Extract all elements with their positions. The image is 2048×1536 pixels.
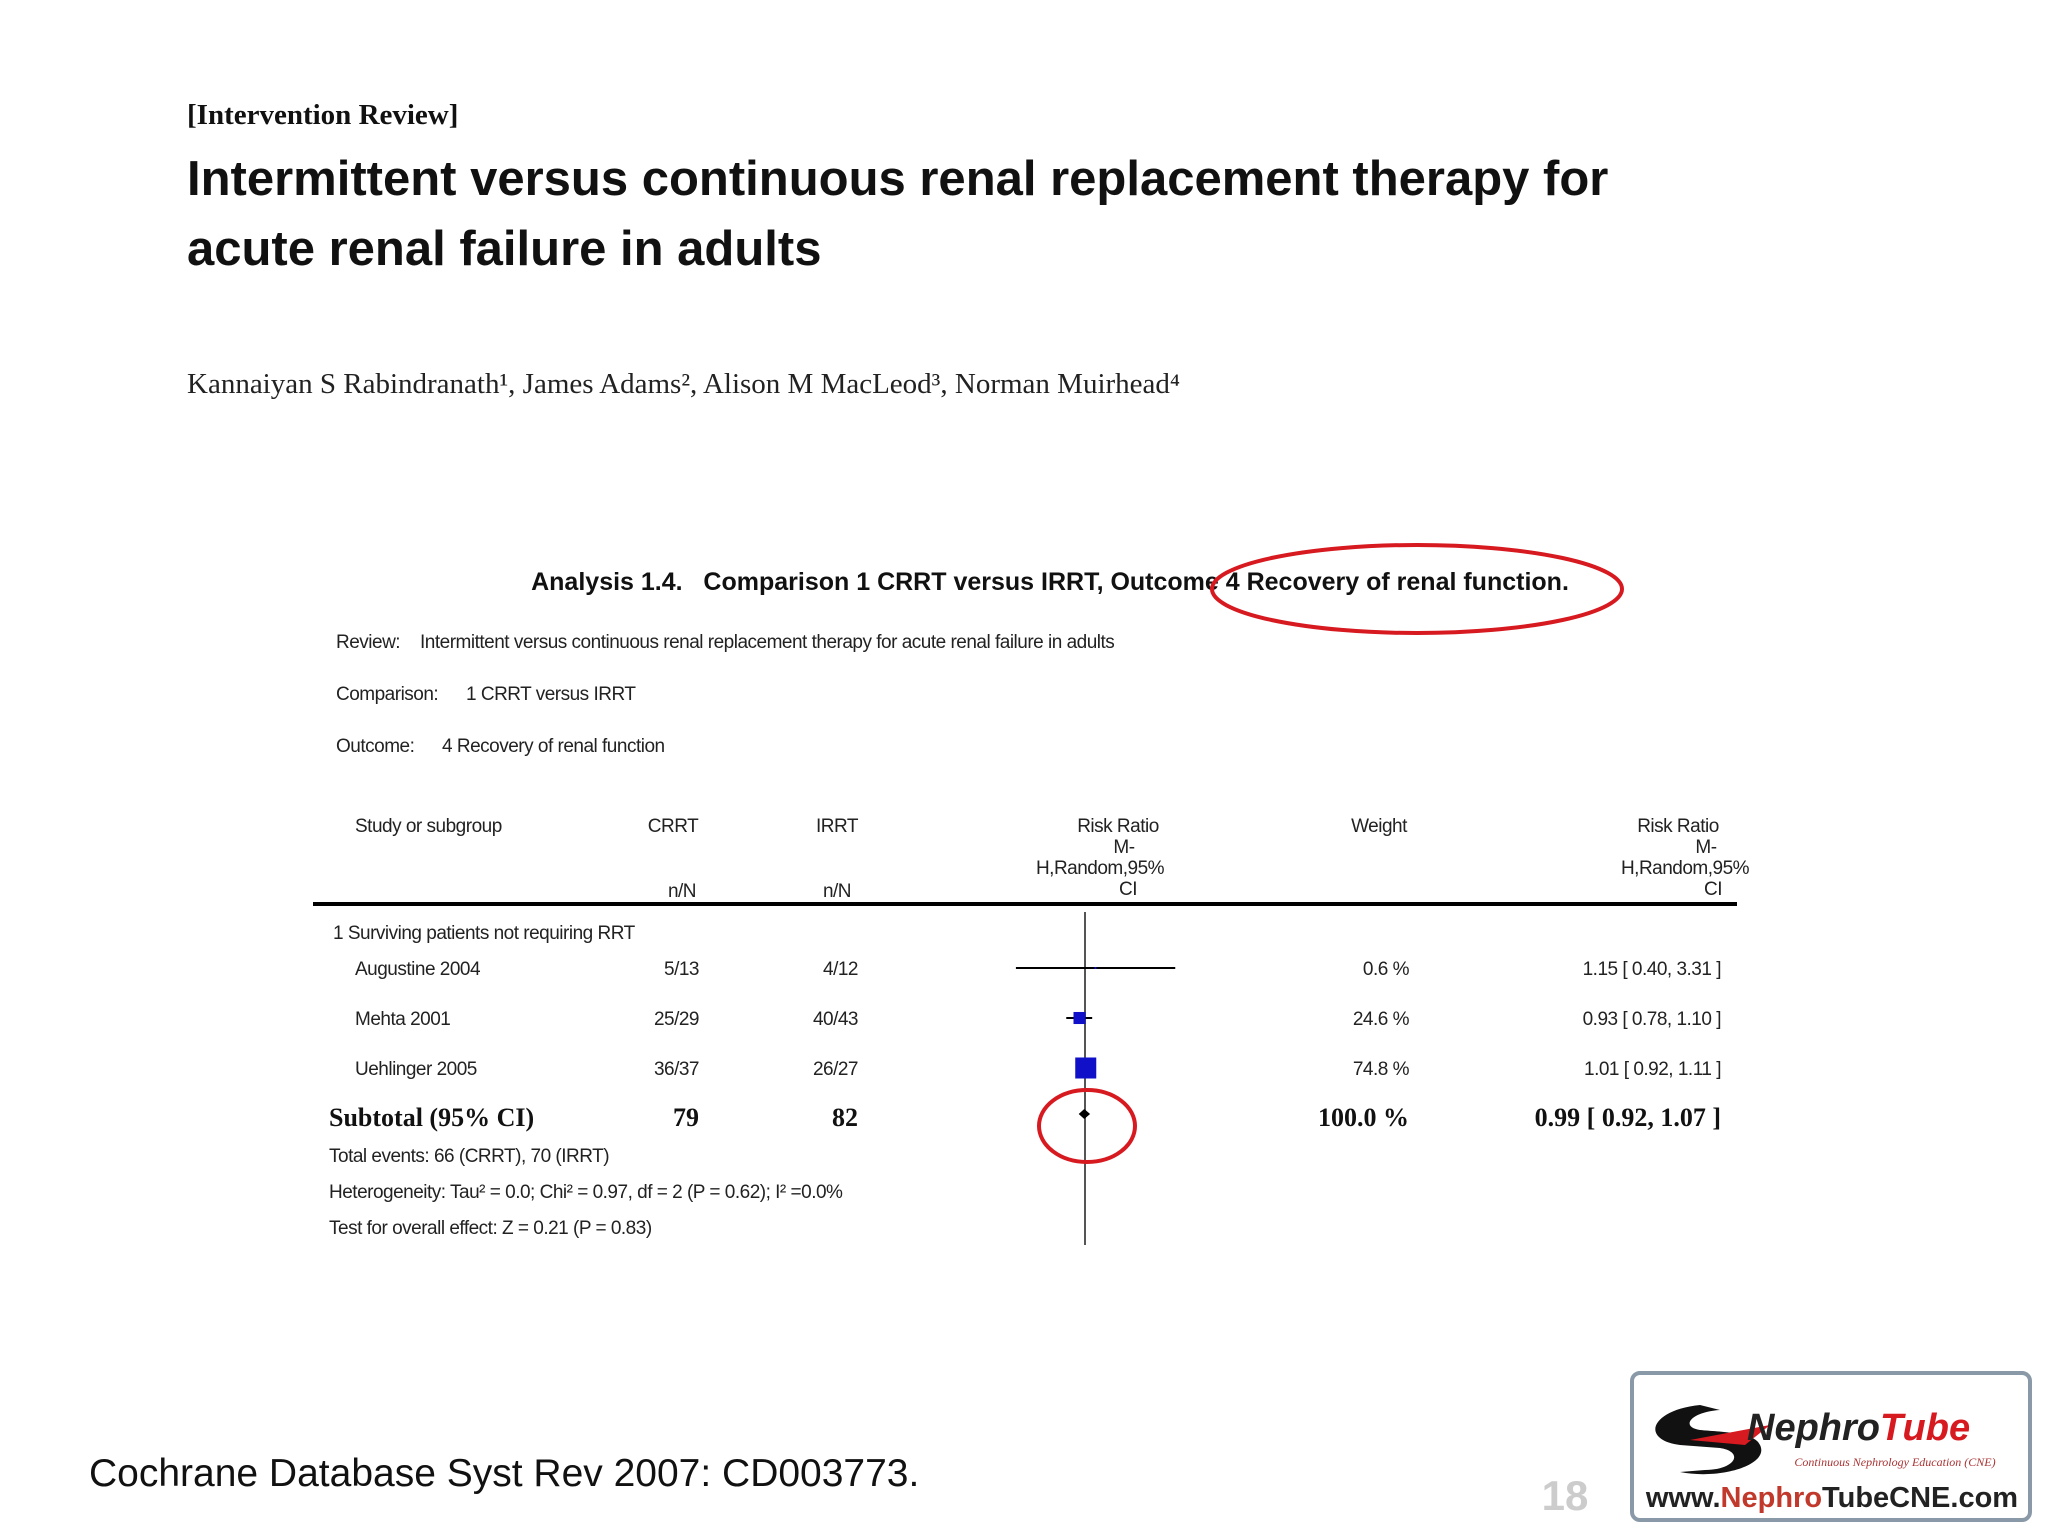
meta-value: 1 CRRT versus IRRT bbox=[466, 684, 636, 705]
column-header: H,Random,95% bbox=[1621, 858, 1750, 879]
citation: Cochrane Database Syst Rev 2007: CD00377… bbox=[89, 1452, 919, 1495]
highlight-circle bbox=[1037, 1088, 1137, 1164]
footnote: Total events: 66 (CRRT), 70 (IRRT) bbox=[329, 1146, 609, 1167]
weight: 24.6 % bbox=[1353, 1009, 1410, 1030]
crrt-count: 25/29 bbox=[654, 1009, 699, 1030]
irrt-count: 4/12 bbox=[823, 959, 858, 980]
logo-name-part: Tube bbox=[1880, 1407, 1970, 1449]
column-header: Weight bbox=[1351, 816, 1408, 837]
logo-url-part: www. bbox=[1645, 1482, 1721, 1514]
logo-url-part: CNE.com bbox=[1889, 1482, 2018, 1514]
column-header: M- bbox=[1695, 837, 1716, 858]
meta-key: Review: bbox=[336, 632, 400, 653]
subtotal-weight: 100.0 % bbox=[1318, 1103, 1409, 1132]
crrt-count: 5/13 bbox=[664, 959, 699, 980]
irrt-count: 40/43 bbox=[813, 1009, 858, 1030]
column-unit: n/N bbox=[668, 881, 696, 902]
column-header: Risk Ratio bbox=[1637, 816, 1719, 837]
risk-ratio: 1.15 [ 0.40, 3.31 ] bbox=[1583, 959, 1721, 980]
risk-ratio: 1.01 [ 0.92, 1.11 ] bbox=[1584, 1059, 1721, 1080]
highlight-ellipse bbox=[1210, 543, 1624, 635]
analysis-title: Analysis 1.4. Comparison 1 CRRT versus I… bbox=[531, 568, 1569, 596]
study-name: Uehlinger 2005 bbox=[355, 1059, 477, 1080]
footnote: Heterogeneity: Tau² = 0.0; Chi² = 0.97, … bbox=[329, 1182, 843, 1203]
logo-frame bbox=[1630, 1371, 2032, 1522]
logo-name-part: Nephro bbox=[1747, 1407, 1880, 1449]
column-header: CRRT bbox=[648, 816, 699, 837]
title-line: acute renal failure in adults bbox=[187, 222, 821, 276]
column-header: Study or subgroup bbox=[355, 816, 502, 837]
subtotal-irrt: 82 bbox=[832, 1103, 858, 1132]
meta-value: 4 Recovery of renal function bbox=[442, 736, 665, 757]
column-header: IRRT bbox=[816, 816, 859, 837]
logo-name: NephroTube bbox=[1747, 1407, 1970, 1449]
weight: 74.8 % bbox=[1353, 1059, 1410, 1080]
meta-key: Comparison: bbox=[336, 684, 438, 705]
crrt-count: 36/37 bbox=[654, 1059, 699, 1080]
subtotal-crrt: 79 bbox=[673, 1103, 699, 1132]
column-header: CI bbox=[1119, 879, 1137, 900]
meta-value: Intermittent versus continuous renal rep… bbox=[420, 632, 1114, 653]
subtotal-label: Subtotal (95% CI) bbox=[329, 1103, 534, 1132]
irrt-count: 26/27 bbox=[813, 1059, 858, 1080]
weight: 0.6 % bbox=[1363, 959, 1410, 980]
logo: NephroTube Continuous Nephrology Educati… bbox=[1630, 1371, 2032, 1522]
meta-key: Outcome: bbox=[336, 736, 414, 757]
column-header: H,Random,95% bbox=[1036, 858, 1165, 879]
column-header: CI bbox=[1704, 879, 1722, 900]
pooled-diamond bbox=[1078, 1109, 1091, 1119]
review-label: [Intervention Review] bbox=[187, 99, 458, 131]
subgroup-label: 1 Surviving patients not requiring RRT bbox=[333, 923, 636, 944]
risk-ratio: 0.93 [ 0.78, 1.10 ] bbox=[1583, 1009, 1721, 1030]
logo-tagline: Continuous Nephrology Education (CNE) bbox=[1794, 1455, 1995, 1469]
authors: Kannaiyan S Rabindranath¹, James Adams²,… bbox=[187, 368, 1180, 400]
column-header: Risk Ratio bbox=[1077, 816, 1159, 837]
logo-swoosh-accent bbox=[1690, 1425, 1770, 1445]
footnote: Test for overall effect: Z = 0.21 (P = 0… bbox=[329, 1218, 652, 1239]
column-header: M- bbox=[1113, 837, 1134, 858]
effect-square bbox=[1094, 967, 1097, 969]
effect-square bbox=[1073, 1011, 1086, 1025]
effect-square bbox=[1075, 1057, 1097, 1079]
title-line: Intermittent versus continuous renal rep… bbox=[187, 152, 1608, 206]
logo-url-part: Nephro bbox=[1721, 1482, 1823, 1514]
page-number: 18 bbox=[1542, 1472, 1589, 1519]
logo-url-part: Tube bbox=[1822, 1482, 1889, 1514]
study-name: Augustine 2004 bbox=[355, 959, 481, 980]
column-unit: n/N bbox=[823, 881, 851, 902]
study-name: Mehta 2001 bbox=[355, 1009, 450, 1030]
logo-url: www.NephroTubeCNE.com bbox=[1645, 1482, 2018, 1514]
subtotal-ratio: 0.99 [ 0.92, 1.07 ] bbox=[1535, 1103, 1721, 1132]
